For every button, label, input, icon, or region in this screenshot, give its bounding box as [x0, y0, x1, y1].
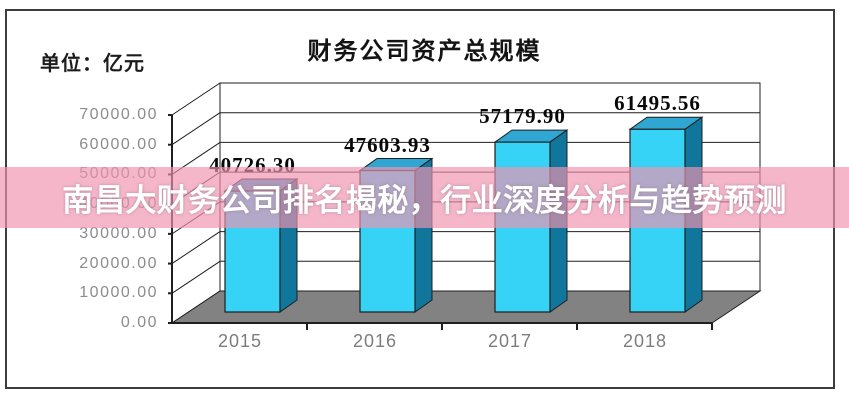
- y-axis-tick-label: 20000.00: [79, 254, 158, 272]
- x-axis-year-label: 2018: [622, 331, 668, 351]
- y-axis-tick-label: 10000.00: [79, 284, 158, 302]
- x-axis-year-label: 2015: [217, 331, 263, 351]
- chart-title: 财务公司资产总规模: [307, 38, 542, 65]
- x-axis-year-label: 2016: [352, 331, 398, 351]
- unit-label: 单位：亿元: [40, 53, 145, 75]
- y-axis-tick-label: 0.00: [120, 314, 158, 331]
- y-axis-tick-label: 30000.00: [79, 224, 158, 242]
- headline-banner-overlay: 南昌大财务公司排名揭秘，行业深度分析与趋势预测: [0, 167, 849, 228]
- y-axis-tick-label: 60000.00: [79, 135, 158, 153]
- bar-value-label: 57179.90: [479, 104, 566, 129]
- bar-value-label: 47603.93: [344, 132, 431, 157]
- bar-value-label: 61495.56: [614, 91, 701, 116]
- x-axis-year-label: 2017: [487, 331, 533, 351]
- headline-banner-text: 南昌大财务公司排名揭秘，行业深度分析与趋势预测: [62, 183, 787, 218]
- y-axis-tick-label: 70000.00: [79, 106, 158, 123]
